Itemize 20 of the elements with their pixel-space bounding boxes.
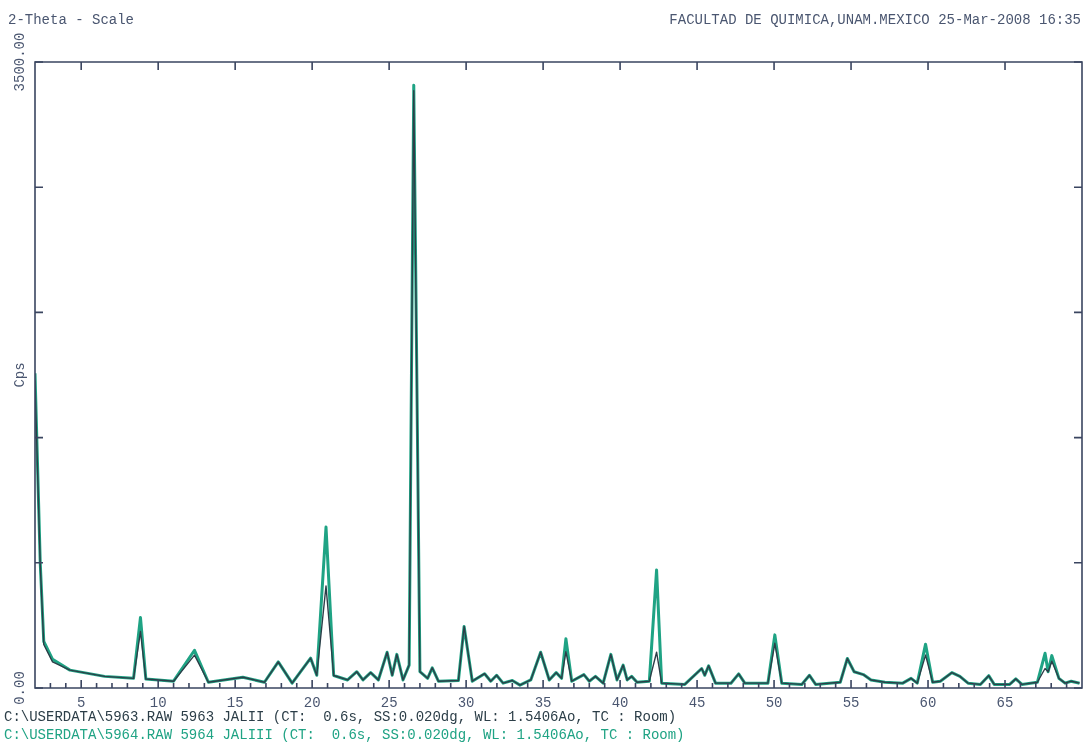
x-tick-label: 25 [380,694,398,711]
x-tick-label: 20 [303,694,321,711]
chart-title: FACULTAD DE QUIMICA,UNAM.MEXICO 25-Mar-2008 16:35 [669,12,1081,28]
y-tick-label: 0.00 [11,671,28,705]
y-tick-label: 3500.00 [11,32,28,92]
x-tick-label: 60 [919,694,937,711]
x-tick-label: 35 [534,694,552,711]
x-axis-title: 2-Theta - Scale [8,12,135,28]
x-tick-label: 40 [611,694,629,711]
x-tick-label: 55 [842,694,860,711]
series-label: C:\USERDATA\5963.RAW 5963 JALII (CT: 0.6s, SS:0.020dg, WL: 1.5406Ao, TC : Room) [4,708,678,726]
x-tick-label: 10 [149,694,167,711]
x-tick-label: 5 [76,694,86,711]
x-tick-label: 30 [457,694,475,711]
x-tick-label: 15 [226,694,244,711]
x-tick-label: 65 [996,694,1014,711]
x-tick-label: 50 [765,694,783,711]
text: C:\USERDATA\5964.RAW 5964 JALIII (CT: 0.6s, SS:0.020dg, WL: 1.5406Ao, TC : Room) [4,726,685,744]
y-axis-title: Cps [11,362,28,388]
x-tick-label: 45 [688,694,706,711]
